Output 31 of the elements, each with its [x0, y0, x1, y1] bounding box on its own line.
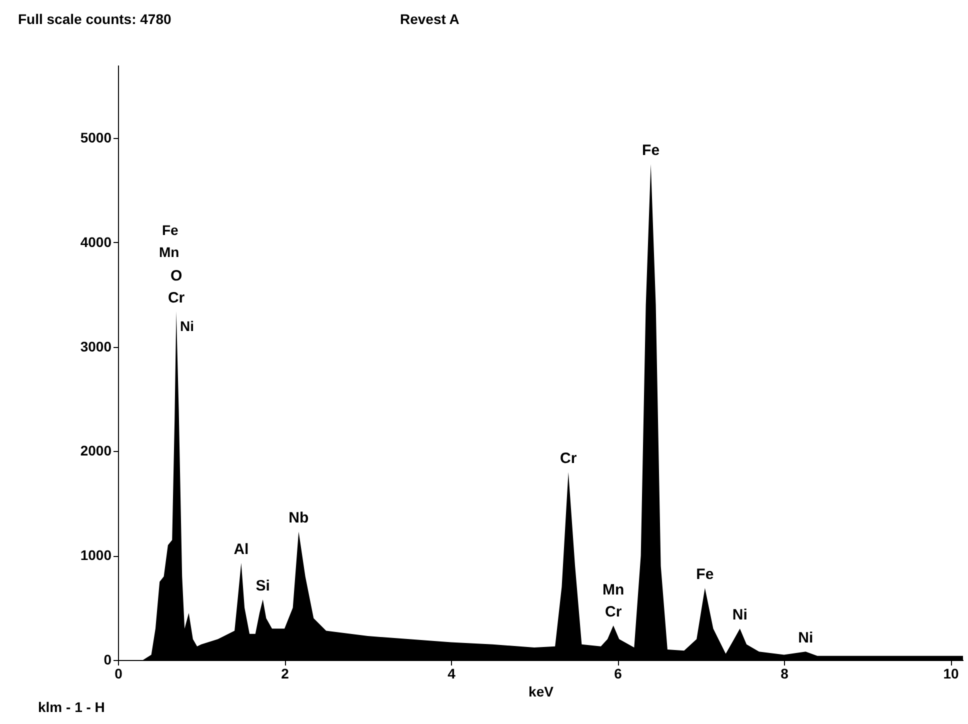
annotation: Ni [732, 606, 748, 624]
y-tick-label: 5000 [80, 130, 112, 146]
annotation: Nb [288, 510, 309, 527]
x-tick-label: 0 [114, 666, 123, 682]
annotation: Fe [162, 222, 179, 238]
annotation: Si [256, 577, 270, 594]
annotation: Fe [642, 142, 660, 160]
y-tick-label: 3000 [80, 338, 112, 354]
chart-title: Revest A [400, 11, 460, 27]
annotation: Mn [602, 582, 624, 599]
annotation: Cr [560, 450, 577, 468]
y-tick-label: 1000 [80, 547, 112, 564]
annotation: Al [234, 540, 249, 558]
y-tick-label: 2000 [80, 442, 112, 459]
x-tick-label: 10 [943, 666, 960, 682]
text: Full scale counts: 4780 [18, 11, 172, 27]
annotation: Ni [180, 318, 194, 334]
annotation: Fe [696, 566, 714, 583]
x-tick-label: 6 [614, 666, 622, 682]
annotation: Mn [159, 244, 180, 260]
text: klm - 1 - H [38, 699, 105, 715]
x-axis-title: keV [528, 684, 554, 700]
y-tick-label: 4000 [80, 234, 112, 250]
annotation: Cr [168, 289, 185, 306]
x-tick-label: 8 [780, 666, 789, 682]
x-tick-label: 4 [448, 666, 456, 682]
y-tick-label: 0 [104, 652, 112, 668]
annotation: Cr [605, 604, 622, 621]
annotation: O [170, 267, 182, 284]
annotation: Ni [798, 630, 814, 647]
x-tick-label: 2 [281, 666, 290, 682]
